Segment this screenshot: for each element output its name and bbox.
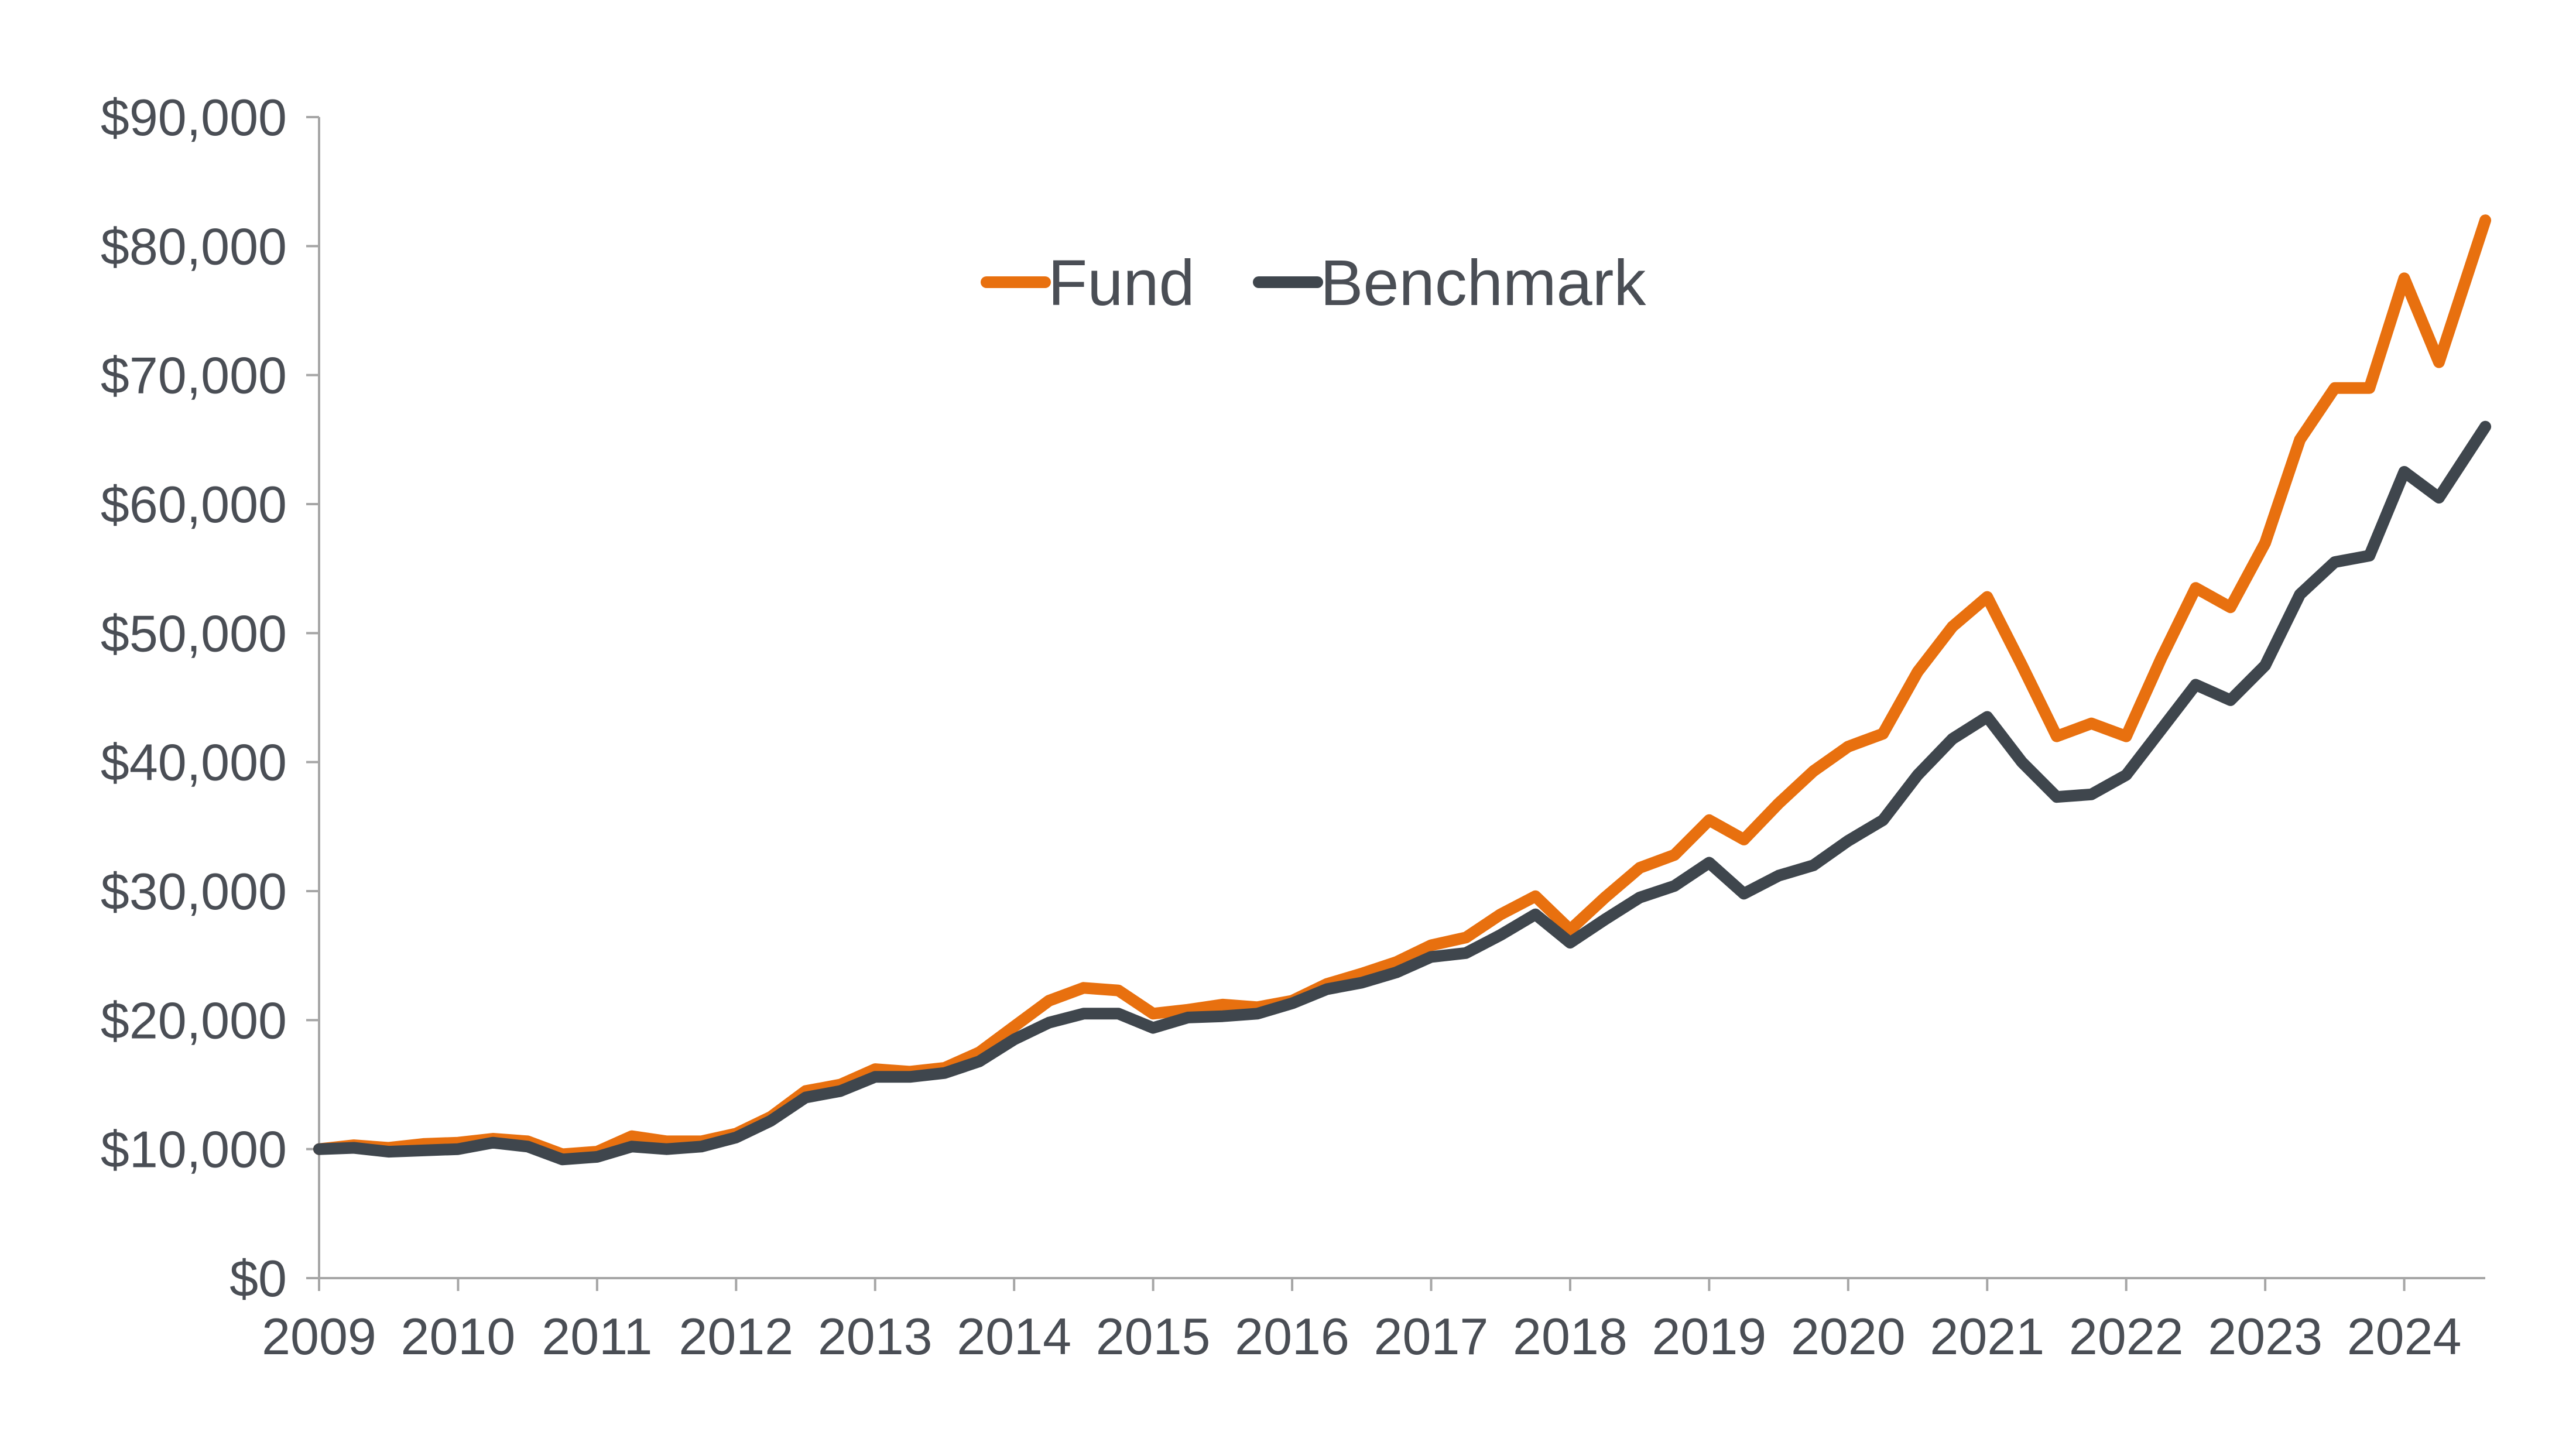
series-lines [313,214,2492,1166]
y-tick-label: $70,000 [101,347,287,405]
x-tick-label: 2010 [401,1307,516,1365]
legend: Fund Benchmark [981,247,1646,319]
x-tick-label: 2023 [2208,1307,2322,1365]
series-line-fund [313,214,2492,1160]
y-tick-label: $0 [229,1249,287,1307]
series-line-benchmark [313,420,2492,1166]
y-tick-label: $80,000 [101,217,287,275]
y-tick-label: $10,000 [101,1121,287,1179]
y-tick-label: $60,000 [101,475,287,533]
y-tick-label: $50,000 [101,604,287,662]
y-tick-label: $90,000 [101,88,287,146]
x-tick-label: 2024 [2347,1307,2462,1365]
x-tick-label: 2018 [1513,1307,1628,1365]
x-tick-label: 2020 [1791,1307,1906,1365]
x-tick-label: 2009 [262,1307,376,1365]
x-tick-label: 2022 [2069,1307,2184,1365]
x-tick-label: 2017 [1374,1307,1489,1365]
x-tick-label: 2011 [542,1307,652,1365]
axes: $0 $10,000 $20,000 $30,000 $40,000 $50,000 $60… [101,88,2485,1365]
x-tick-label: 2019 [1652,1307,1766,1365]
y-tick-label: $40,000 [101,734,287,792]
x-tick-label: 2015 [1096,1307,1211,1365]
y-tick-label: $20,000 [101,991,287,1049]
x-tick-label: 2021 [1930,1307,2044,1365]
legend-label-benchmark: Benchmark [1320,247,1646,319]
x-tick-label: 2016 [1235,1307,1349,1365]
x-tick-label: 2014 [957,1307,1071,1365]
y-tick-label: $30,000 [101,862,287,920]
x-tick-label: 2013 [818,1307,933,1365]
legend-label-fund: Fund [1048,247,1195,319]
x-tick-label: 2012 [679,1307,793,1365]
